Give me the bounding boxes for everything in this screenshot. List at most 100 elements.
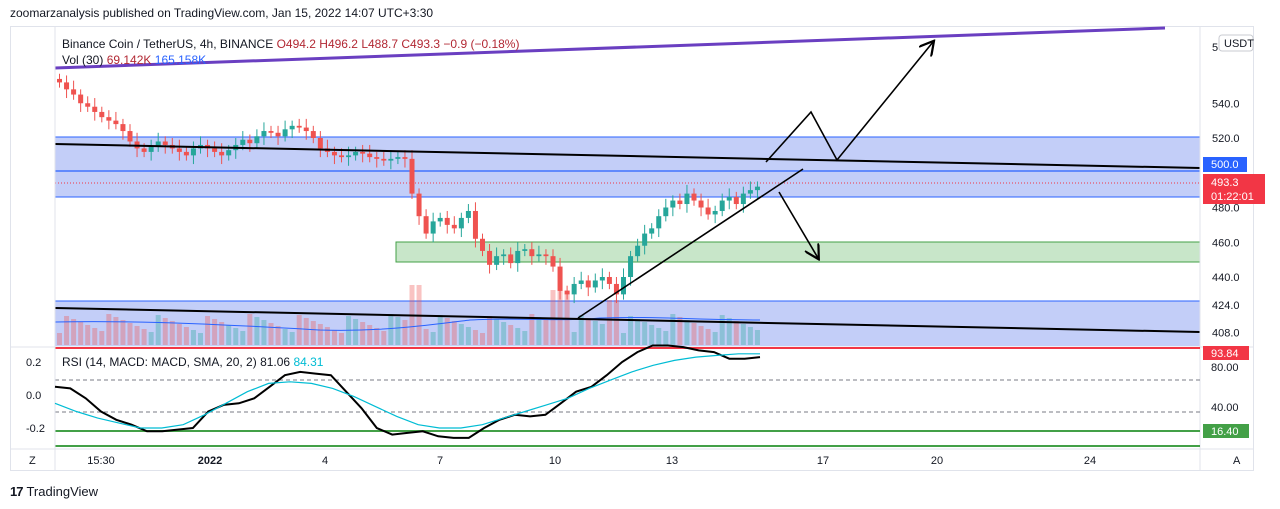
volume-bar [733,321,739,345]
candle-body [275,132,281,137]
candle-body [719,200,725,211]
volume-bar [494,319,500,345]
tradingview-logo-icon: 17 [10,484,24,499]
symbol-title[interactable]: Binance Coin / TetherUS, 4h, BINANCE [62,37,274,51]
volume-bar [268,323,274,345]
ohlc-open: O494.2 [276,37,316,51]
volume-bar [677,317,683,345]
candle-body [120,124,126,132]
candle-body [684,193,690,205]
volume-bar [106,314,112,345]
candle-body [557,266,563,291]
volume-bar [508,325,514,345]
candle-body [712,210,718,215]
rsi-title[interactable]: RSI (14, MACD: MACD, SMA, 20, 2) [62,355,257,369]
price-tick-label: 480.0 [1212,203,1240,215]
candle-body [726,197,732,201]
candle-body [606,277,612,284]
volume-bar [480,333,485,345]
macd-axis-label: 0.0 [26,390,41,402]
time-tick-label: 24 [1084,455,1096,467]
candle-body [670,200,676,208]
price-tick-label: 424.0 [1212,300,1240,312]
rsi-value-1: 81.06 [260,355,291,369]
volume-bar [684,320,690,345]
macd-axis-label: 0.2 [26,357,41,369]
candle-body [444,217,450,225]
price-tag-close [1203,174,1265,204]
candle-body [740,193,746,205]
currency-label: USDT [1224,38,1254,50]
volume-ma-line [54,316,761,331]
candle-body [515,250,521,264]
chart-frame[interactable] [10,26,1254,471]
volume-bar [275,326,281,345]
volume-bar [85,325,91,345]
volume-label[interactable]: Vol (30) [62,53,104,67]
volume-bar [127,323,133,345]
candle-body [374,157,380,159]
tradingview-logo[interactable]: 17 TradingView [10,484,98,499]
volume-bar [141,329,147,345]
auto-scale-button[interactable]: A [1233,455,1241,467]
candle-body [536,254,542,257]
candle-body [747,190,753,194]
rsi-line [54,344,761,439]
volume-bar [367,325,373,345]
volume-bar [99,331,105,345]
candle-body [564,290,570,295]
candle-body [494,256,500,265]
volume-bar [705,329,711,345]
candle-body [247,139,253,144]
currency-badge[interactable] [1218,34,1254,52]
time-tick-label: 4 [322,455,328,467]
macd-axis-label: -0.2 [26,423,45,435]
candle-body [339,155,344,158]
volume-bar [444,318,450,345]
candle-body [621,277,626,295]
volume-bar [754,330,760,345]
volume-bar [663,331,669,345]
volume-bar [564,290,570,345]
candle-body [592,280,598,288]
volume-bar [120,320,126,345]
volume-bar [198,333,203,345]
volume-bar [522,331,528,345]
candle-body [226,150,232,156]
candle-body [451,224,457,229]
volume-bar [698,326,704,345]
volume-bar [113,317,119,345]
candle-body [162,141,168,145]
candle-body [310,131,316,138]
volume-bar [592,321,598,345]
volume-bar [205,316,211,345]
volume-bar [282,329,288,345]
zoom-left-button[interactable]: Z [29,455,36,467]
time-tick-label: 7 [437,455,443,467]
volume-bar [155,315,161,345]
candle-body [57,78,62,83]
candle-body [353,151,359,156]
volume-bar [176,324,182,345]
price-tick-top: 5 [1212,42,1218,54]
candle-body [176,148,182,152]
ohlc-close: C493.3 [401,37,441,51]
time-tick-label: 15:30 [87,455,115,467]
volume-bar [57,333,62,345]
rsi-axis-label: 40.00 [1211,402,1239,414]
volume-bar [388,314,394,345]
candle-body [733,197,739,205]
candle-body [240,139,246,145]
candle-body [254,136,260,144]
candle-body [508,254,514,264]
volume-bar [642,322,648,345]
candle-body [472,210,478,239]
volume-bar [712,332,718,345]
ohlc-high: H496.2 [319,37,358,51]
volume-bar [402,320,408,345]
candle-body [578,280,584,284]
ohlc-change: −0.9 (−0.18%) [443,37,520,51]
candle-body [458,217,464,229]
time-tick-label: 13 [666,455,678,467]
